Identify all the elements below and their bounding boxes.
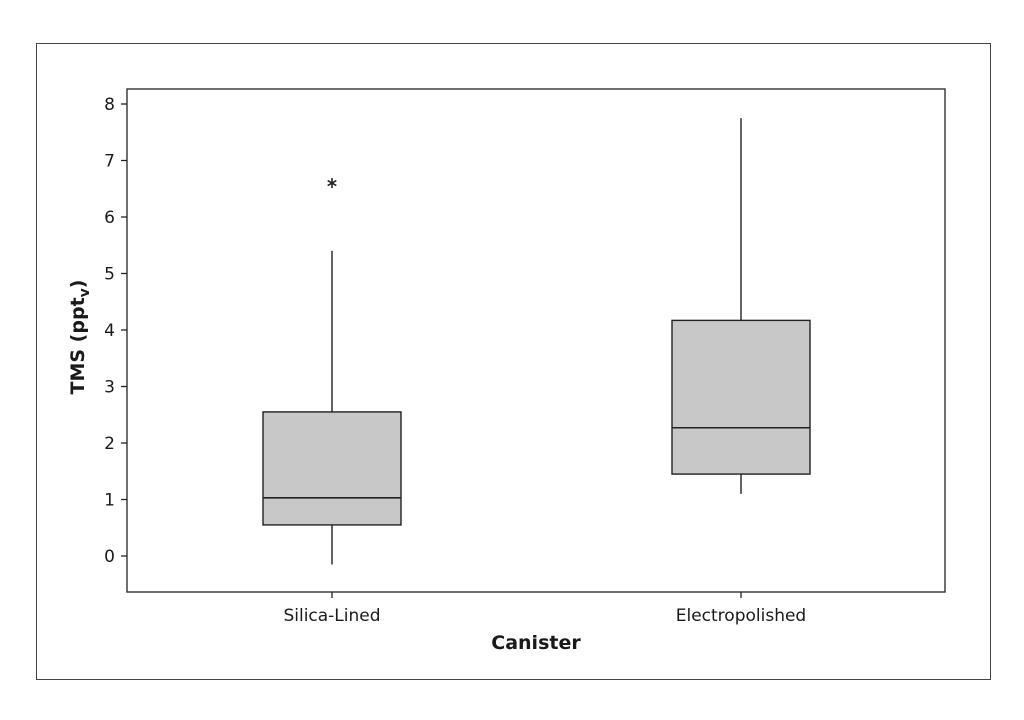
boxes-group: [262, 118, 811, 565]
y-tick-label: 4: [104, 321, 115, 341]
x-tick-label: Silica-Lined: [283, 606, 380, 626]
x-axis-title: Canister: [491, 632, 581, 654]
iqr-box: [671, 319, 811, 475]
iqr-box: [262, 411, 402, 526]
x-tick-label: Electropolished: [676, 606, 806, 626]
y-axis: 0 1 2 3 4 5 6 7 8: [104, 95, 127, 567]
y-tick-label: 2: [104, 434, 115, 454]
y-tick-label: 5: [104, 265, 115, 285]
y-tick-label: 8: [104, 95, 115, 115]
y-axis-title: TMS (pptv): [67, 280, 93, 395]
y-axis-title-subscript: v: [77, 288, 93, 297]
y-tick-label: 0: [104, 547, 115, 567]
box-1: [262, 178, 402, 565]
y-axis-title-close: ): [67, 280, 89, 289]
y-tick-label: 7: [104, 152, 115, 172]
y-tick-label: 1: [104, 491, 115, 511]
y-tick-label: 3: [104, 378, 115, 398]
chart-frame: 0 1 2 3 4 5 6 7 8 Silica-Lined Electropolished Ca…: [36, 43, 991, 680]
box-2: [671, 118, 811, 494]
plot-area: [126, 88, 946, 593]
y-axis-title-main: TMS (ppt: [67, 297, 89, 394]
x-axis: Silica-Lined Electropolished: [283, 592, 806, 626]
outlier-point: [327, 178, 337, 189]
y-tick-label: 6: [104, 208, 115, 228]
